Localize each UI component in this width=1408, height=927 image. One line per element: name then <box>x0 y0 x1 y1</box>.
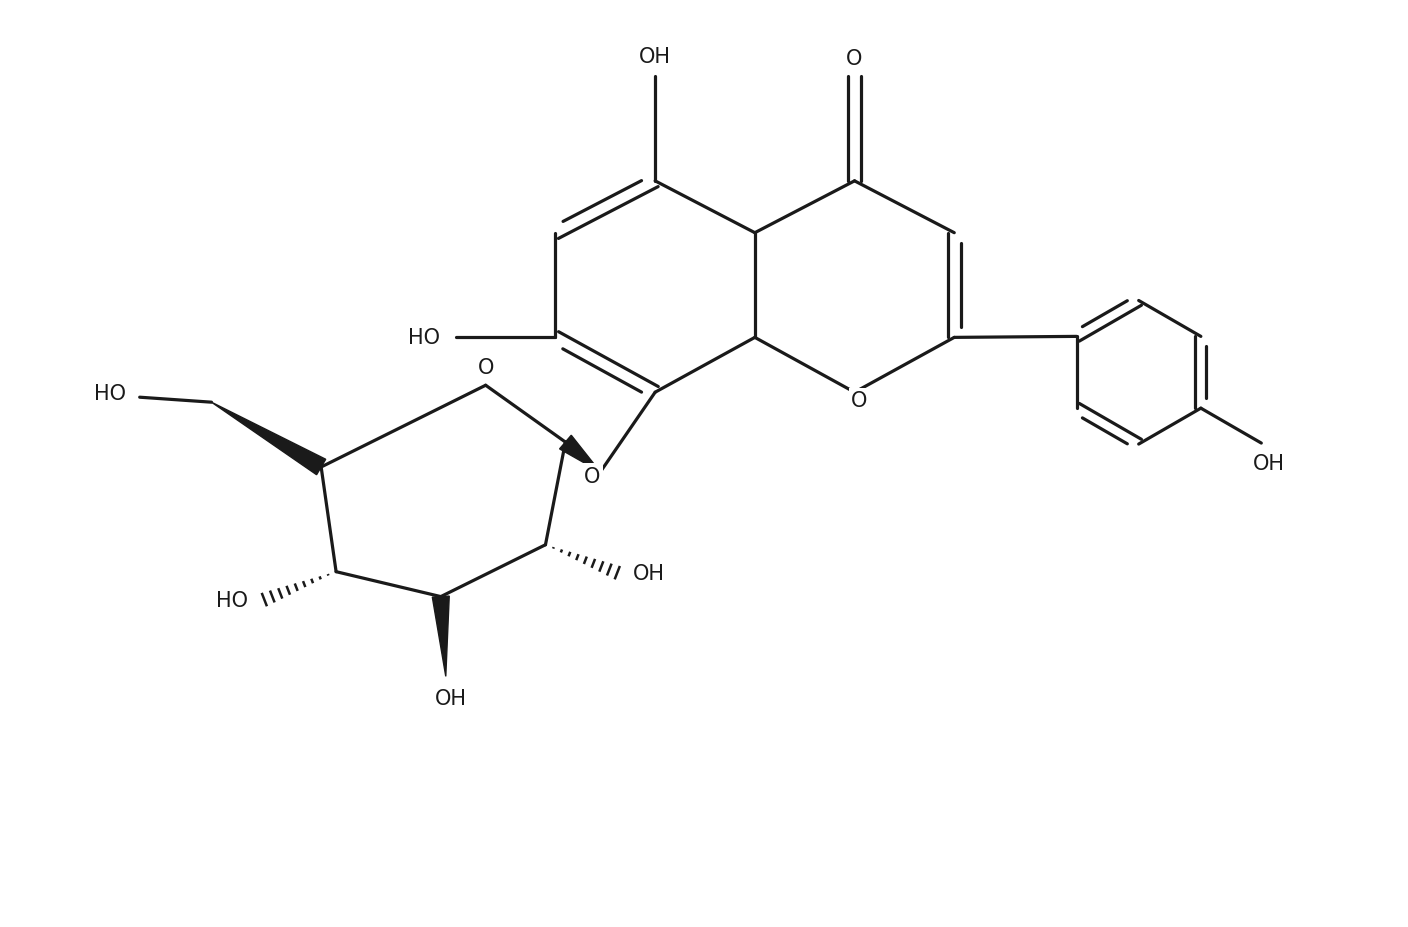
Text: O: O <box>846 49 863 70</box>
Text: O: O <box>852 391 867 411</box>
Text: OH: OH <box>1253 453 1286 474</box>
Text: O: O <box>477 358 494 378</box>
Text: HO: HO <box>217 590 248 610</box>
Polygon shape <box>559 436 600 473</box>
Polygon shape <box>211 402 325 476</box>
Text: HO: HO <box>94 384 125 404</box>
Polygon shape <box>432 596 449 677</box>
Text: O: O <box>584 466 601 487</box>
Text: OH: OH <box>639 47 672 67</box>
Text: OH: OH <box>435 689 467 708</box>
Text: HO: HO <box>408 328 439 348</box>
Text: OH: OH <box>634 563 665 583</box>
